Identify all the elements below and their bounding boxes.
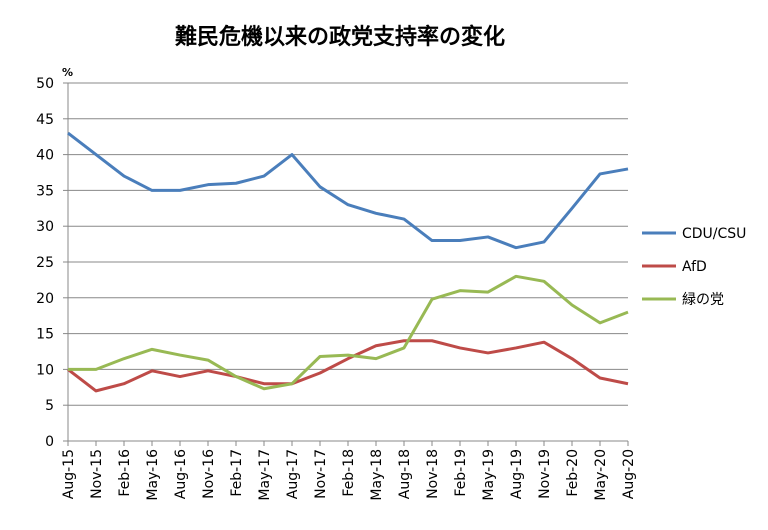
x-tick-label: Nov-19 — [537, 449, 553, 499]
x-tick-label: Nov-15 — [89, 449, 105, 499]
x-tick-label: Feb-17 — [229, 449, 245, 497]
x-tick-label: Nov-18 — [425, 449, 441, 499]
x-tick-label: May-19 — [481, 449, 497, 501]
x-tick-label: Aug-20 — [621, 449, 637, 499]
x-tick-label: May-20 — [593, 449, 609, 501]
x-tick-label: Feb-19 — [453, 449, 469, 497]
y-tick-label: 45 — [36, 112, 54, 128]
y-tick-label: 15 — [36, 327, 54, 343]
y-tick-label: 10 — [36, 362, 54, 378]
x-tick-label: Aug-16 — [173, 449, 189, 499]
x-tick-label: May-16 — [145, 449, 161, 501]
line-series — [68, 274, 629, 391]
x-tick-label: Nov-16 — [201, 449, 217, 499]
x-tick-label: Feb-18 — [341, 449, 357, 497]
line-series — [67, 339, 629, 393]
legend-label: 緑の党 — [682, 292, 724, 308]
y-tick-label: 20 — [36, 291, 54, 307]
y-tick-label: 40 — [36, 148, 54, 164]
y-unit: % — [62, 66, 73, 79]
x-tick-label: May-17 — [257, 449, 273, 501]
y-tick-label: 30 — [36, 219, 54, 235]
x-tick-label: Nov-17 — [313, 449, 329, 499]
x-tick-label: Aug-18 — [397, 449, 413, 499]
legend-label: AfD — [682, 259, 707, 275]
chart-title: 難民危機以来の政党支持率の変化 — [175, 24, 505, 50]
x-tick-label: Aug-17 — [285, 449, 301, 499]
y-tick-label: 25 — [36, 255, 54, 271]
y-tick-label: 5 — [45, 398, 54, 414]
x-tick-label: Aug-15 — [61, 449, 77, 499]
legend-label: CDU/CSU — [682, 226, 746, 242]
y-tick-label: 0 — [45, 434, 54, 450]
y-tick-label: 35 — [36, 183, 54, 199]
x-tick-label: May-18 — [369, 449, 385, 501]
line-series — [67, 131, 629, 250]
x-tick-label: Aug-19 — [509, 449, 525, 499]
y-tick-label: 50 — [36, 76, 54, 92]
x-tick-label: Feb-20 — [565, 449, 581, 497]
x-tick-label: Feb-16 — [117, 449, 133, 497]
